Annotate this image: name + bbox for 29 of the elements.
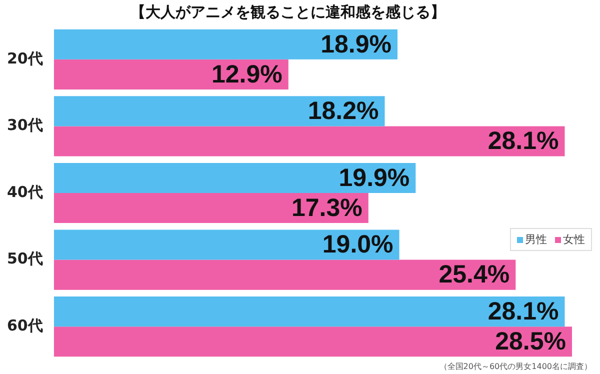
y-tick-label: 40代 (7, 182, 43, 201)
y-tick-label: 60代 (7, 316, 43, 334)
bar (54, 326, 572, 357)
bar (54, 260, 516, 290)
data-label: 17.3% (291, 194, 362, 222)
data-label: 28.5% (495, 328, 566, 356)
y-tick-label: 50代 (7, 250, 43, 268)
bar (54, 296, 565, 327)
bar (54, 230, 400, 260)
bar (54, 29, 398, 60)
chart-title: 【大人がアニメを観ることに違和感を感じる】 (130, 2, 446, 21)
bar (54, 59, 288, 90)
data-label: 28.1% (488, 297, 559, 326)
bar (54, 96, 385, 126)
data-label: 12.9% (212, 60, 282, 88)
bar (54, 162, 416, 193)
data-label: 28.1% (488, 127, 559, 156)
text: （全国20代～60代の男女1400名に調査） (439, 361, 592, 372)
data-label: 19.9% (338, 164, 410, 192)
bar (54, 126, 565, 156)
legend-label: 女性 (562, 232, 585, 247)
y-tick-label: 30代 (7, 116, 43, 134)
data-label: 19.0% (322, 230, 394, 259)
data-label: 18.2% (308, 97, 379, 126)
legend-label: 男性 (524, 232, 547, 247)
data-label: 25.4% (438, 260, 510, 289)
y-tick-label: 20代 (7, 49, 43, 68)
data-label: 18.9% (320, 30, 392, 58)
bar (54, 193, 368, 224)
